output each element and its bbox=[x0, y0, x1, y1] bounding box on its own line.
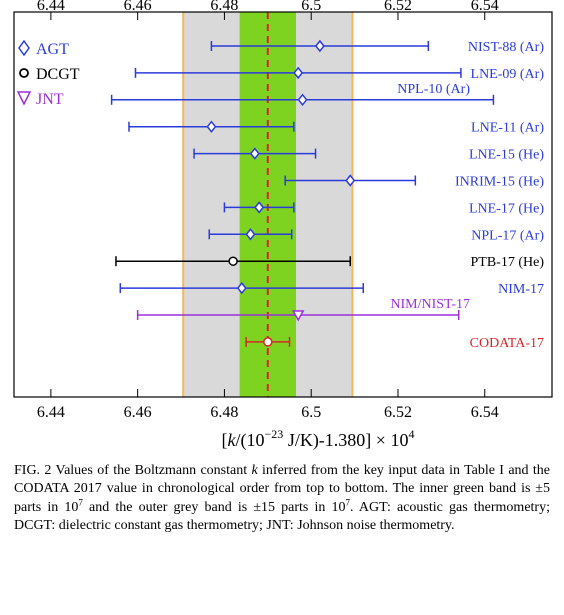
data-label: NIST-88 (Ar) bbox=[468, 40, 544, 55]
diamond-marker bbox=[254, 201, 265, 214]
data-label: CODATA-17 bbox=[470, 336, 544, 351]
legend: AGT DCGT JNT bbox=[16, 39, 80, 108]
bottom-tick-label: 6.5 bbox=[301, 404, 321, 421]
top-tick-label: 6.5 bbox=[301, 0, 321, 14]
diamond-marker bbox=[297, 93, 308, 107]
data-row: NPL-17 (Ar) bbox=[208, 228, 544, 243]
data-row: LNE-11 (Ar) bbox=[128, 120, 544, 136]
data-label: LNE-11 (Ar) bbox=[471, 121, 544, 136]
boltzmann-constant-chart: 6.44 6.46 6.48 6.5 6.52 6.54 6.44 6.46 6.48 6.5 6… bbox=[13, 0, 553, 451]
x-axis-label: [k/(10−23 J/K)-1.380] × 104 bbox=[222, 427, 415, 451]
data-row: NIM/NIST-17 bbox=[136, 297, 470, 322]
plot-frame bbox=[13, 11, 553, 398]
triangle-marker bbox=[291, 310, 305, 322]
top-tick-label: 6.52 bbox=[384, 0, 412, 14]
legend-label: AGT bbox=[36, 41, 69, 58]
data-row: PTB-17 (He) bbox=[115, 255, 545, 270]
diamond-marker bbox=[314, 39, 325, 53]
legend-circle-icon bbox=[19, 68, 29, 78]
diamond-marker bbox=[206, 120, 217, 133]
legend-diamond-icon bbox=[18, 39, 30, 57]
data-label: NIM-17 bbox=[498, 282, 544, 297]
circle-marker bbox=[228, 256, 238, 266]
bottom-axis-ticks: 6.44 6.46 6.48 6.5 6.52 6.54 bbox=[37, 389, 499, 421]
bottom-tick-label: 6.46 bbox=[124, 404, 152, 421]
data-row: LNE-17 (He) bbox=[223, 201, 544, 216]
legend-label: DCGT bbox=[36, 66, 80, 83]
caption-fig-label: FIG. 2 bbox=[14, 463, 52, 478]
diamond-marker bbox=[236, 281, 247, 295]
top-tick-label: 6.44 bbox=[37, 0, 65, 14]
data-row: LNE-09 (Ar) bbox=[134, 66, 545, 82]
data-row: LNE-15 (He) bbox=[193, 147, 544, 163]
diamond-marker bbox=[245, 228, 256, 241]
legend-triangle-icon bbox=[16, 91, 32, 106]
data-label: LNE-09 (Ar) bbox=[471, 67, 545, 82]
data-label: NIM/NIST-17 bbox=[390, 297, 470, 312]
data-label: LNE-17 (He) bbox=[469, 201, 544, 216]
data-row: CODATA-17 bbox=[245, 336, 544, 351]
data-label: NPL-10 (Ar) bbox=[397, 82, 470, 97]
diamond-marker bbox=[293, 66, 304, 80]
data-label: INRIM-15 (He) bbox=[455, 175, 544, 190]
diamond-marker bbox=[249, 147, 260, 160]
data-row: NIM-17 bbox=[119, 281, 544, 297]
data-row: NIST-88 (Ar) bbox=[210, 39, 544, 55]
bottom-tick-label: 6.44 bbox=[37, 404, 65, 421]
plot-area bbox=[13, 11, 553, 398]
caption-k-symbol: k bbox=[251, 463, 258, 478]
top-tick-label: 6.48 bbox=[210, 0, 238, 14]
top-tick-label: 6.54 bbox=[471, 0, 499, 14]
legend-label: JNT bbox=[36, 91, 64, 108]
figure-caption: FIG. 2 Values of the Boltzmann constant … bbox=[14, 463, 550, 534]
top-tick-label: 6.46 bbox=[124, 0, 152, 14]
bottom-tick-label: 6.54 bbox=[471, 404, 499, 421]
bottom-tick-label: 6.48 bbox=[210, 404, 238, 421]
data-row: INRIM-15 (He) bbox=[284, 174, 544, 190]
top-axis-ticks: 6.44 6.46 6.48 6.5 6.52 6.54 bbox=[37, 0, 499, 20]
bottom-tick-label: 6.52 bbox=[384, 404, 412, 421]
diamond-marker bbox=[345, 174, 356, 187]
data-label: PTB-17 (He) bbox=[471, 255, 545, 270]
data-row: NPL-10 (Ar) bbox=[110, 82, 495, 107]
data-label: LNE-15 (He) bbox=[469, 148, 544, 163]
data-label: NPL-17 (Ar) bbox=[471, 228, 544, 243]
circle-marker bbox=[263, 337, 273, 347]
data-series: NIST-88 (Ar) LNE-09 (Ar)NPL-10 (Ar) LNE-11… bbox=[110, 39, 545, 351]
